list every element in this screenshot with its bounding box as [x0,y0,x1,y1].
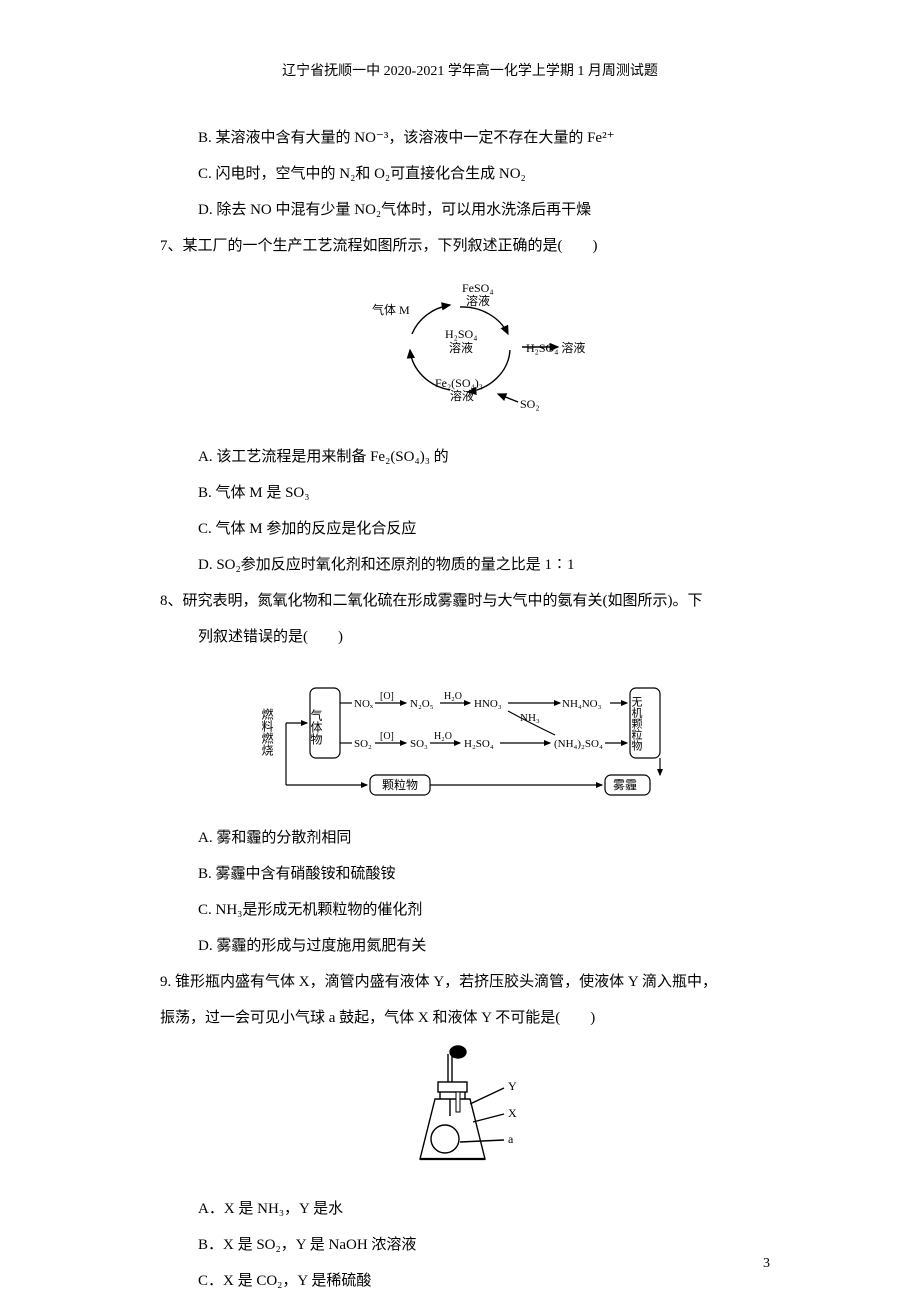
box-particle: 颗粒物 [382,777,418,792]
q8-option-d: D. 雾霾的形成与过度施用氮肥有关 [160,928,780,964]
svg-text:SO₃: SO₃ [410,738,428,750]
q9-option-c: C．X 是 CO₂，Y 是稀硫酸 [160,1263,780,1299]
q7-option-b: B. 气体 M 是 SO₃ [160,475,780,511]
box-gas: 气体物 [309,708,323,745]
q9-stem-1: 9. 锥形瓶内盛有气体 X，滴管内盛有液体 Y，若挤压胶头滴管，使液体 Y 滴入… [160,964,780,1000]
q7-option-d: D. SO₂参加反应时氧化剂和还原剂的物质的量之比是 1∶1 [160,547,780,583]
svg-text:(NH₄)₂SO₄: (NH₄)₂SO₄ [554,738,603,750]
svg-text:NOₓ: NOₓ [354,698,374,710]
page-number: 3 [763,1256,770,1272]
node-feso4: FeSO₄ [462,281,494,295]
svg-text:HNO₃: HNO₃ [474,698,502,710]
node-fe2so43: Fe₂(SO₄)₃ [435,376,483,390]
label-x: X [508,1106,517,1120]
q8-option-a: A. 雾和霾的分散剂相同 [160,820,780,856]
svg-text:NH₃: NH₃ [520,712,540,724]
svg-text:[O]: [O] [380,731,394,742]
node-h2so4-c-sol: 溶液 [449,340,473,355]
q8-option-b: B. 雾霾中含有硝酸铵和硫酸铵 [160,856,780,892]
q6-option-c: C. 闪电时，空气中的 N₂和 O₂可直接化合生成 NO₂ [160,156,780,192]
q8-option-c: C. NH₃是形成无机颗粒物的催化剂 [160,892,780,928]
node-so2: SO₂ [520,397,540,411]
q6-option-b: B. 某溶液中含有大量的 NO⁻³，该溶液中一定不存在大量的 Fe²⁺ [160,120,780,156]
q7-option-c: C. 气体 M 参加的反应是化合反应 [160,511,780,547]
box-inorg: 无机颗粒物 [630,696,643,751]
q8-stem-1: 8、研究表明，氮氧化物和二氧化硫在形成雾霾时与大气中的氨有关(如图所示)。下 [160,583,780,619]
label-a: a [508,1132,514,1146]
q8-stem-2: 列叙述错误的是( ) [160,619,780,655]
box-haze: 雾霾 [613,778,637,792]
q9-diagram: Y X a [160,1044,780,1179]
node-gas-m: 气体 M [372,302,410,317]
q7-stem: 7、某工厂的一个生产工艺流程如图所示，下列叙述正确的是( ) [160,228,780,264]
svg-text:N₂O₅: N₂O₅ [410,698,434,710]
svg-text:H₂O: H₂O [444,691,462,702]
node-h2so4-r: H₂SO₄ 溶液 [526,340,585,355]
node-fe2so43-sol: 溶液 [450,388,474,403]
node-feso4-sol: 溶液 [466,293,490,308]
svg-text:H₂SO₄: H₂SO₄ [464,738,494,750]
q8-diagram: 燃料燃烧 气体物 无机颗粒物 颗粒物 雾霾 NOₓ [O] N₂O₅ H₂O H… [160,663,780,808]
q9-stem-2: 振荡，过一会可见小气球 a 鼓起，气体 X 和液体 Y 不可能是( ) [160,1000,780,1036]
q7-diagram: 气体 M FeSO₄ 溶液 H₂SO₄ 溶液 Fe₂(SO₄)₃ 溶液 SO₂ … [160,272,780,427]
q9-option-a: A．X 是 NH₃，Y 是水 [160,1191,780,1227]
node-h2so4-c: H₂SO₄ [445,327,477,341]
box-fuel: 燃料燃烧 [260,707,274,756]
svg-text:NH₄NO₃: NH₄NO₃ [562,698,602,710]
svg-text:SO₂: SO₂ [354,738,372,750]
page-header: 辽宁省抚顺一中 2020-2021 学年高一化学上学期 1 月周测试题 [160,60,780,80]
q9-option-b: B．X 是 SO₂，Y 是 NaOH 浓溶液 [160,1227,780,1263]
svg-text:H₂O: H₂O [434,731,452,742]
q6-option-d: D. 除去 NO 中混有少量 NO₂气体时，可以用水洗涤后再干燥 [160,192,780,228]
q7-option-a: A. 该工艺流程是用来制备 Fe₂(SO₄)₃ 的 [160,439,780,475]
svg-text:[O]: [O] [380,691,394,702]
label-y: Y [508,1079,517,1093]
